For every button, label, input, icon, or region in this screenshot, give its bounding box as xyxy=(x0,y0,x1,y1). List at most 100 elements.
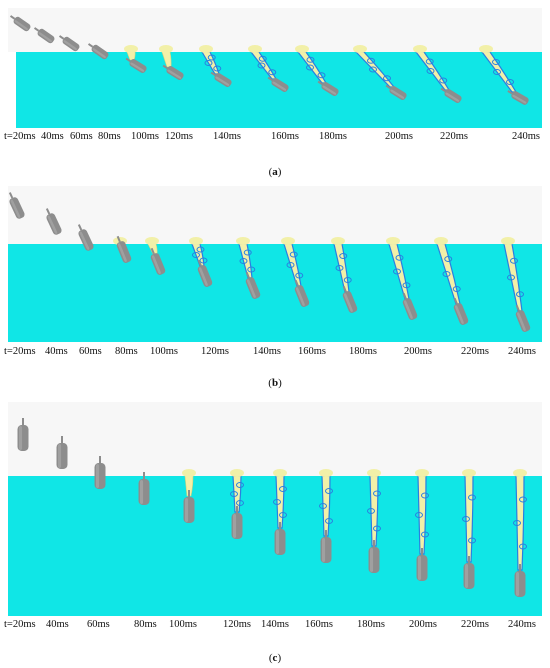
cavity-bubble xyxy=(236,482,244,488)
projectile xyxy=(9,15,31,32)
cavity-bubble xyxy=(468,537,476,544)
air-region xyxy=(8,402,542,476)
cavity-bubble xyxy=(369,66,377,73)
projectile xyxy=(514,564,526,597)
time-label: 240ms xyxy=(508,619,537,630)
cavity-bubble xyxy=(325,488,333,494)
projectile xyxy=(33,27,55,44)
projectile xyxy=(385,84,407,100)
cavity-plume xyxy=(184,475,194,497)
projectile xyxy=(150,247,166,275)
cavity-bubble xyxy=(243,249,252,256)
cavity-bubble xyxy=(519,543,527,550)
time-label: 120ms xyxy=(223,619,252,630)
time-label: 160ms xyxy=(305,619,334,630)
time-label: t=20ms xyxy=(4,346,36,357)
cavity-bubble xyxy=(506,79,514,85)
cavity-bubble xyxy=(425,58,434,65)
cavity-bubble xyxy=(204,60,213,66)
time-label: 100ms xyxy=(169,619,198,630)
cavity-bubble xyxy=(213,65,222,72)
splash xyxy=(124,45,138,53)
cavity-bubble xyxy=(393,268,401,275)
cavity-bubble xyxy=(247,266,256,273)
cavity-bubble xyxy=(513,520,521,526)
time-label: t=20ms xyxy=(4,619,36,630)
cavity-bubble xyxy=(373,490,381,497)
cavity-bubble xyxy=(273,499,281,505)
splash xyxy=(182,469,196,477)
time-label: 40ms xyxy=(46,619,69,630)
panel-a-caption: (a) xyxy=(268,166,282,178)
projectile xyxy=(183,490,195,523)
time-label: 200ms xyxy=(404,346,433,357)
cavity-bubble xyxy=(199,257,208,264)
splash xyxy=(273,469,287,477)
projectile xyxy=(368,540,380,573)
time-label: 40ms xyxy=(41,131,64,142)
cavity-bubble xyxy=(462,516,470,522)
cavity-bubble xyxy=(325,518,333,524)
cavity-bubble xyxy=(286,262,295,268)
panel-b-canvas xyxy=(8,186,542,342)
projectile xyxy=(320,530,332,563)
splash xyxy=(413,45,427,53)
air-region xyxy=(8,8,542,52)
projectile xyxy=(197,259,213,287)
cavity-bubble xyxy=(207,54,216,61)
cavity-bubble xyxy=(339,253,348,259)
cavity-bubble xyxy=(492,59,500,65)
panel-a-time-labels: t=20ms 40ms 60ms 80ms 100ms 120ms 140ms … xyxy=(0,131,550,145)
time-label: 60ms xyxy=(70,131,93,142)
cavity-plumes xyxy=(182,469,527,571)
panel-c-time-labels: t=20ms 40ms 60ms 80ms 100ms 120ms 140ms … xyxy=(0,619,550,633)
projectile xyxy=(453,297,469,325)
time-label: 180ms xyxy=(349,346,378,357)
water-region xyxy=(8,244,542,342)
splash xyxy=(513,469,527,477)
panel-a-simulation xyxy=(8,8,542,128)
splash xyxy=(145,237,159,245)
time-label: 80ms xyxy=(134,619,157,630)
projectile xyxy=(463,556,475,589)
projectile xyxy=(116,235,132,263)
water-region xyxy=(16,52,542,128)
cavity-plumes xyxy=(124,45,518,93)
projectiles xyxy=(9,15,529,105)
time-label: 140ms xyxy=(261,619,290,630)
time-label: 240ms xyxy=(508,346,537,357)
projectile xyxy=(8,192,25,219)
time-label: 200ms xyxy=(385,131,414,142)
time-label: 220ms xyxy=(440,131,469,142)
cavity-bubble xyxy=(258,55,267,62)
cavity-bubble xyxy=(279,486,287,492)
cavity-bubble xyxy=(268,69,277,76)
cavity-bubble xyxy=(510,257,518,264)
time-label: 180ms xyxy=(357,619,386,630)
projectile xyxy=(138,472,150,505)
splash xyxy=(386,237,400,245)
splash xyxy=(199,45,213,53)
splash xyxy=(248,45,262,53)
cavity-plumes xyxy=(113,237,524,312)
projectile xyxy=(294,279,310,307)
splash xyxy=(434,237,448,245)
panel-b-time-labels: t=20ms 40ms 60ms 80ms 100ms 120ms 140ms … xyxy=(0,346,550,360)
time-label: 40ms xyxy=(45,346,68,357)
projectile xyxy=(267,76,289,92)
projectile xyxy=(515,304,531,332)
splash xyxy=(189,237,203,245)
projectile xyxy=(317,80,339,96)
cavity-bubble xyxy=(516,291,524,298)
panel-c-simulation xyxy=(8,402,542,616)
cavity-bubble xyxy=(306,64,314,71)
cavity-bubble xyxy=(507,274,515,281)
cavity-bubble xyxy=(239,258,248,264)
time-label: 120ms xyxy=(201,346,230,357)
projectile xyxy=(87,43,109,60)
cavity-bubble xyxy=(230,491,238,497)
cavity-bubble xyxy=(279,512,287,518)
projectile xyxy=(507,90,529,105)
time-label: 60ms xyxy=(79,346,102,357)
projectile xyxy=(245,271,261,299)
